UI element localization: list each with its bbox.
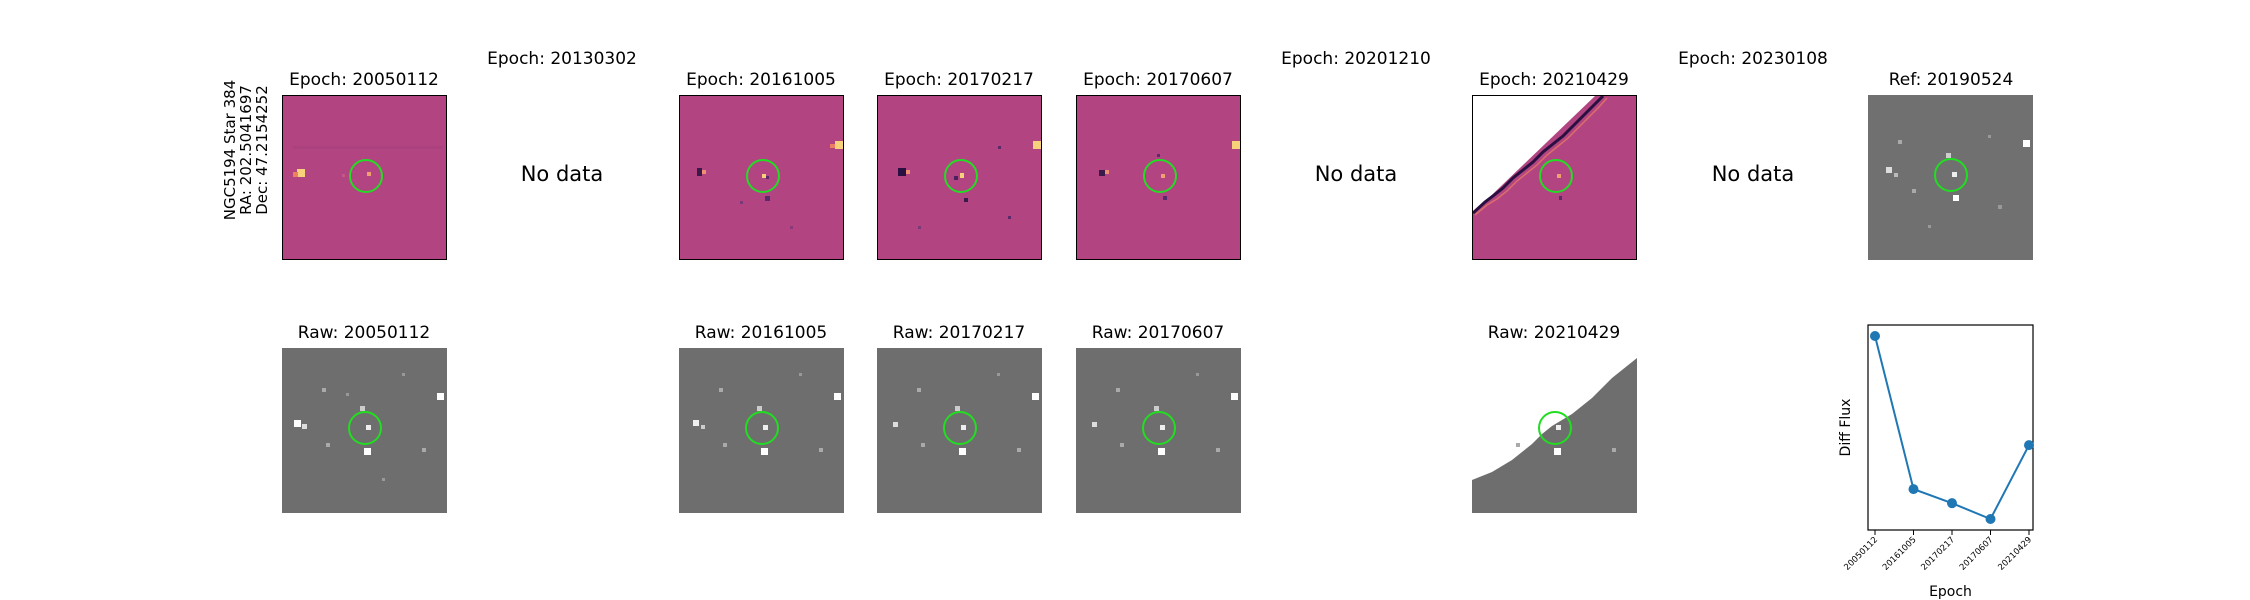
target-circle (745, 411, 779, 445)
target-circle (349, 159, 383, 193)
x-tick-label-20170217: 20170217 (1919, 535, 1957, 573)
diff-image-20210429 (1472, 95, 1637, 260)
no-data-label-1: No data (520, 162, 604, 186)
ref-title: Ref: 20190524 (1888, 70, 2014, 90)
epoch-title-7: Epoch: 20210429 (1479, 70, 1629, 90)
target-circle (348, 411, 382, 445)
diff-image-20161005 (679, 95, 844, 260)
y-axis-label: Diff Flux (1838, 399, 1854, 457)
epoch-title-1: Epoch: 20050112 (289, 70, 439, 90)
target-circle (746, 159, 780, 193)
x-tick-label-20170607: 20170607 (1958, 535, 1996, 573)
no-data-label-2: No data (1314, 162, 1398, 186)
epoch-title-6: Epoch: 20201210 (1281, 49, 1431, 69)
raw-title-5: Raw: 20210429 (1487, 323, 1621, 343)
target-circle (1143, 159, 1177, 193)
raw-image-20050112 (282, 348, 447, 513)
data-point-20170217 (1947, 498, 1957, 509)
target-circle (1934, 158, 1968, 192)
epoch-title-3: Epoch: 20161005 (686, 70, 836, 90)
epoch-title-8: Epoch: 20230108 (1678, 49, 1828, 69)
target-circle (1142, 411, 1176, 445)
no-data-label-3: No data (1711, 162, 1795, 186)
diff-image-20170217 (877, 95, 1042, 260)
data-point-20050112 (1870, 330, 1880, 341)
data-point-20210429 (2024, 440, 2034, 451)
x-tick-label-20161005: 20161005 (1881, 535, 1919, 573)
x-tick-label-20210429: 20210429 (1996, 535, 2034, 573)
raw-image-20210429 (1472, 348, 1637, 513)
epoch-title-2: Epoch: 20130302 (487, 49, 637, 69)
data-point-20161005 (1908, 484, 1919, 495)
x-tick-label-20050112: 20050112 (1842, 535, 1880, 573)
epoch-title-4: Epoch: 20170217 (884, 70, 1034, 90)
plot-frame (1867, 324, 2034, 531)
data-point-20170607 (1985, 514, 1996, 525)
target-circle (944, 159, 978, 193)
target-circle (943, 411, 977, 445)
reference-image (1868, 95, 2033, 260)
raw-title-4: Raw: 20170607 (1091, 323, 1225, 343)
raw-title-1: Raw: 20050112 (297, 323, 431, 343)
raw-image-20170217 (877, 348, 1042, 513)
target-circle (1538, 411, 1572, 445)
target-circle (1539, 159, 1573, 193)
light-curve-chart: 20050112 20161005 20170217 20170607 20210429… (1838, 324, 2034, 600)
diff-image-20050112 (282, 95, 447, 260)
diff-image-20170607 (1076, 95, 1241, 260)
raw-image-20161005 (679, 348, 844, 513)
raw-image-20170607 (1076, 348, 1241, 513)
epoch-title-5: Epoch: 20170607 (1083, 70, 1233, 90)
x-axis-label: Epoch (1929, 584, 1972, 600)
raw-title-2: Raw: 20161005 (694, 323, 828, 343)
raw-title-3: Raw: 20170217 (892, 323, 1026, 343)
